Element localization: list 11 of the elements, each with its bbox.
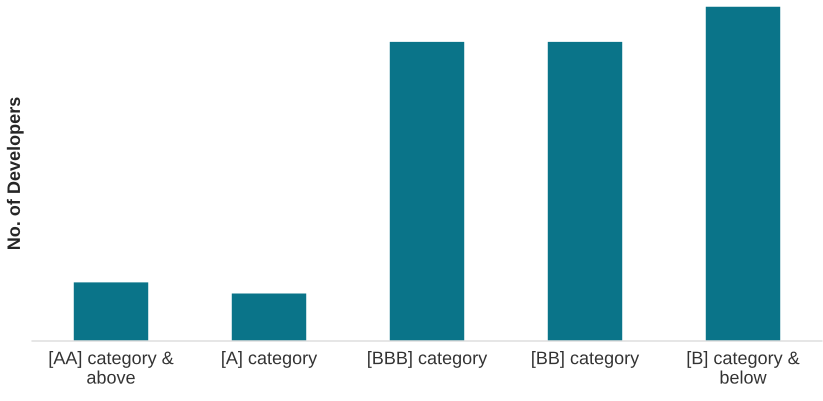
y-axis-title: No. of Developers [6,97,24,250]
bar [546,40,624,341]
x-tick-label: [A] category [222,351,318,368]
x-tick-label: [BB] category [532,351,640,368]
x-tick-label: [B] category & below [688,351,800,384]
x-tick-label: [BBB] category [368,351,488,368]
bar [230,292,308,341]
x-tick-label: [AA] category & above [50,351,174,384]
bar [72,281,150,341]
bar [388,40,466,341]
bar [704,6,782,341]
